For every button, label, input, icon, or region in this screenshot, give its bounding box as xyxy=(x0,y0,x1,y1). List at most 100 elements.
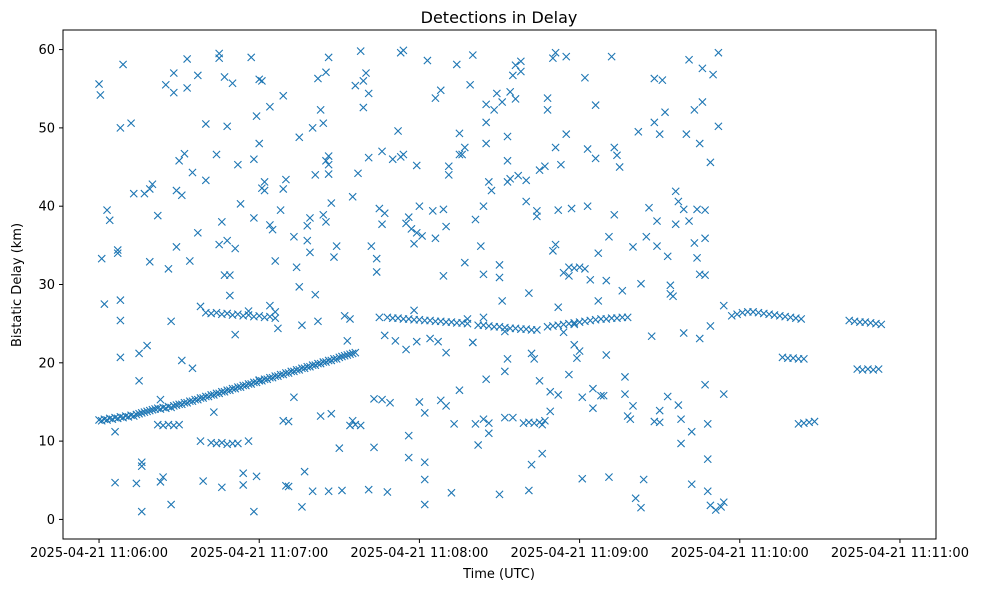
data-point xyxy=(487,186,496,195)
data-point xyxy=(324,152,333,161)
data-point xyxy=(527,349,536,358)
data-point xyxy=(701,206,710,215)
x-axis: 2025-04-21 11:06:00 2025-04-21 11:07:00 20… xyxy=(30,539,969,561)
data-point xyxy=(674,401,683,410)
data-point xyxy=(167,317,176,326)
data-point xyxy=(378,147,387,156)
data-point xyxy=(431,94,440,103)
data-point xyxy=(514,171,523,180)
data-point xyxy=(578,474,587,483)
data-point xyxy=(175,420,184,429)
data-point xyxy=(191,395,200,404)
data-point xyxy=(500,413,509,422)
data-point xyxy=(228,384,237,393)
data-point xyxy=(308,487,317,496)
data-point xyxy=(252,472,261,481)
x-tick-label: 2025-04-21 11:09:00 xyxy=(511,546,649,561)
data-point xyxy=(265,102,274,111)
data-point xyxy=(420,408,429,417)
data-point xyxy=(580,73,589,82)
data-point xyxy=(252,112,261,121)
data-point xyxy=(137,507,146,516)
data-point xyxy=(698,64,707,73)
x-tick-label: 2025-04-21 11:08:00 xyxy=(350,546,488,561)
data-point xyxy=(647,332,656,341)
data-point xyxy=(386,398,395,407)
data-point xyxy=(687,480,696,489)
data-point xyxy=(196,394,205,403)
data-point xyxy=(316,412,325,421)
data-point xyxy=(346,350,354,359)
data-point xyxy=(209,408,218,417)
data-point xyxy=(127,119,136,128)
data-point xyxy=(479,270,488,279)
data-point xyxy=(340,351,349,360)
data-point xyxy=(215,240,224,249)
data-point xyxy=(391,336,400,345)
data-point xyxy=(508,413,517,422)
data-point xyxy=(370,394,379,403)
data-point xyxy=(628,401,637,410)
data-point xyxy=(225,271,234,280)
data-point xyxy=(119,60,128,69)
data-point xyxy=(135,376,144,385)
data-point xyxy=(460,258,469,267)
data-point xyxy=(543,105,552,114)
data-point xyxy=(97,254,106,263)
y-tick-label: 60 xyxy=(38,43,55,58)
data-point xyxy=(329,253,338,262)
data-point xyxy=(281,481,290,490)
data-point xyxy=(319,119,328,128)
data-point xyxy=(506,174,515,183)
data-point xyxy=(653,217,662,226)
data-point xyxy=(463,314,472,323)
data-point xyxy=(690,105,699,114)
data-point xyxy=(231,244,240,253)
data-point xyxy=(407,224,416,233)
data-point xyxy=(148,180,157,189)
data-point xyxy=(663,392,672,401)
data-point xyxy=(532,206,541,215)
data-point xyxy=(594,249,603,258)
data-point xyxy=(177,191,186,200)
data-point xyxy=(175,400,184,409)
data-point xyxy=(719,498,728,507)
data-point xyxy=(599,391,608,400)
data-point xyxy=(212,308,221,317)
data-point xyxy=(367,242,376,251)
data-point xyxy=(522,197,531,206)
data-point xyxy=(540,416,549,425)
data-point xyxy=(733,310,742,319)
x-tick-label: 2025-04-21 11:06:00 xyxy=(30,546,168,561)
data-point xyxy=(471,419,480,428)
data-point xyxy=(498,296,507,305)
data-point xyxy=(631,494,640,503)
data-point xyxy=(703,487,712,496)
data-point xyxy=(412,337,421,346)
data-point xyxy=(626,415,635,424)
data-point xyxy=(436,86,445,95)
data-point xyxy=(637,279,645,288)
data-point xyxy=(572,354,581,363)
data-point xyxy=(116,296,125,305)
data-point xyxy=(450,419,459,428)
data-point xyxy=(351,348,360,357)
data-point xyxy=(348,192,357,201)
y-tick-label: 10 xyxy=(38,435,55,450)
data-point xyxy=(586,275,595,284)
data-point xyxy=(650,74,659,83)
data-point xyxy=(223,386,232,395)
data-point xyxy=(399,150,408,159)
data-point xyxy=(113,246,122,255)
data-point xyxy=(570,320,579,329)
data-point xyxy=(551,143,560,152)
data-point xyxy=(348,349,357,358)
data-point xyxy=(540,162,549,171)
y-tick-label: 50 xyxy=(38,121,55,136)
data-point xyxy=(132,479,141,488)
data-point xyxy=(602,276,611,285)
data-point xyxy=(484,429,493,438)
data-point xyxy=(543,94,552,103)
data-point xyxy=(404,453,413,462)
